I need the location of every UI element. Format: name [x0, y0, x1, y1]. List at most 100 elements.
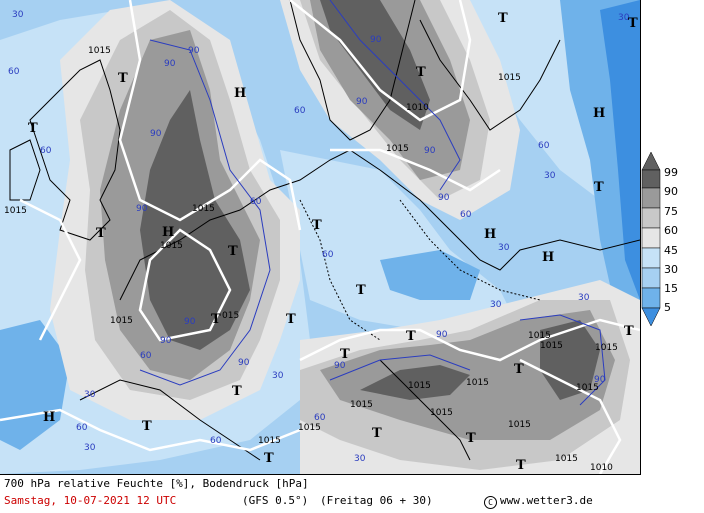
high-center: H	[234, 86, 246, 101]
pressure-label: 1015	[88, 46, 111, 56]
low-center: T	[286, 312, 296, 327]
high-center: H	[593, 106, 605, 121]
map-footer: 700 hPa relative Feuchte [%], Bodendruck…	[0, 475, 640, 513]
isobar-7	[519, 358, 622, 474]
rh-label: 30	[354, 454, 366, 464]
pressure-labels: 1015 1015 1015 1015 1015 1010 1015 1015 …	[4, 46, 618, 473]
pressure-label: 1015	[576, 383, 599, 393]
rh-field-99-main	[140, 90, 250, 350]
pressure-label: 1015	[298, 423, 321, 433]
rh-label: 60	[76, 423, 88, 433]
low-center: T	[516, 458, 526, 473]
pressure-label: 1015	[4, 206, 27, 216]
pressure-label: 1015	[540, 341, 563, 351]
low-center: T	[28, 121, 38, 136]
rh-label: 60	[294, 106, 306, 116]
rh-field-5-east	[600, 0, 640, 300]
low-center: T	[312, 218, 322, 233]
color-legend: 99 90 75 60 45 30 15 5	[640, 150, 704, 330]
pressure-label: 1015	[386, 144, 409, 154]
rh-label: 60	[210, 436, 222, 446]
legend-swatch-75	[641, 207, 661, 229]
pressure-label: 1015	[555, 454, 578, 464]
rh-contours	[139, 0, 606, 406]
rh-labels: 90 90 90 90 90 90 90 90 90 90 90 90 90 9…	[8, 10, 630, 464]
low-center: T	[628, 16, 638, 31]
legend-swatch-30	[641, 267, 661, 289]
rh-label: 30	[578, 293, 590, 303]
rh-label: 30	[272, 371, 284, 381]
low-center: T	[372, 426, 382, 441]
rh-label: 60	[140, 351, 152, 361]
low-center: T	[466, 431, 476, 446]
rh-label: 30	[544, 171, 556, 181]
legend-tick: 90	[664, 185, 678, 198]
high-center: H	[162, 225, 174, 240]
pressure-label: 1015	[528, 331, 551, 341]
rh-label: 30	[618, 13, 630, 23]
pressure-centers: H H H H H H T T T T T T T T T T T T T T …	[28, 11, 638, 473]
site-link[interactable]: www.wetter3.de	[500, 494, 593, 507]
rh-label: 90	[184, 317, 196, 327]
rh-label: 30	[84, 443, 96, 453]
low-center: T	[142, 419, 152, 434]
isobar-8	[19, 198, 82, 341]
rh-label: 90	[436, 330, 448, 340]
low-center: T	[228, 244, 238, 259]
legend-tick: 45	[664, 244, 678, 257]
isobar-2	[289, 0, 472, 122]
low-center: T	[406, 329, 416, 344]
pressure-label: 1015	[466, 378, 489, 388]
pressure-label: 1015	[350, 400, 373, 410]
rh-label: 60	[250, 197, 262, 207]
pressure-label: 1010	[406, 103, 429, 113]
border-line-1	[299, 199, 381, 341]
coast-scandinavia	[289, 0, 416, 141]
legend-bar	[641, 151, 661, 327]
legend-tick: 30	[664, 263, 678, 276]
rh-label: 60	[322, 250, 334, 260]
model-name: (GFS 0.5°)	[242, 494, 309, 507]
low-center: T	[96, 226, 106, 241]
rh-label: 90	[160, 336, 172, 346]
legend-swatch-45	[641, 247, 661, 269]
pressure-label: 1015	[258, 436, 281, 446]
high-center: H	[484, 227, 496, 242]
legend-swatch-15	[641, 287, 661, 309]
low-center: T	[498, 11, 508, 26]
pressure-label: 1010	[590, 463, 613, 473]
rh-label: 90	[188, 46, 200, 56]
coast-baltic	[419, 19, 561, 131]
pressure-label: 1015	[110, 316, 133, 326]
isobar-3	[138, 228, 232, 342]
rh-label: 60	[314, 413, 326, 423]
low-center: T	[356, 283, 366, 298]
rh-field-15-center	[380, 250, 480, 300]
low-center: T	[416, 65, 426, 80]
weather-map: 1015 1015 1015 1015 1015 1010 1015 1015 …	[0, 0, 641, 475]
coast-ireland	[9, 139, 41, 201]
rh-field-99-south	[360, 365, 470, 400]
rh-label: 60	[460, 210, 472, 220]
rh-label: 90	[136, 204, 148, 214]
high-center: H	[43, 410, 55, 425]
legend-arrow-bottom	[641, 307, 661, 327]
coast-continent	[119, 149, 640, 301]
copyright-icon: C	[484, 496, 497, 509]
pressure-label: 1015	[430, 408, 453, 418]
pressure-label: 1015	[408, 381, 431, 391]
legend-arrow-top	[641, 151, 661, 171]
rh-field-99-southeast	[540, 320, 600, 400]
rh-label: 90	[238, 358, 250, 368]
low-center: T	[232, 384, 242, 399]
low-center: T	[264, 451, 274, 466]
legend-swatch-60	[641, 227, 661, 249]
rh-label: 60	[8, 67, 20, 77]
isobar-6	[0, 408, 301, 452]
rh-label: 30	[490, 300, 502, 310]
isobar-1	[118, 0, 302, 231]
low-center: T	[594, 180, 604, 195]
model-run: (Freitag 06 + 30)	[320, 494, 433, 507]
rh-label: 90	[164, 59, 176, 69]
